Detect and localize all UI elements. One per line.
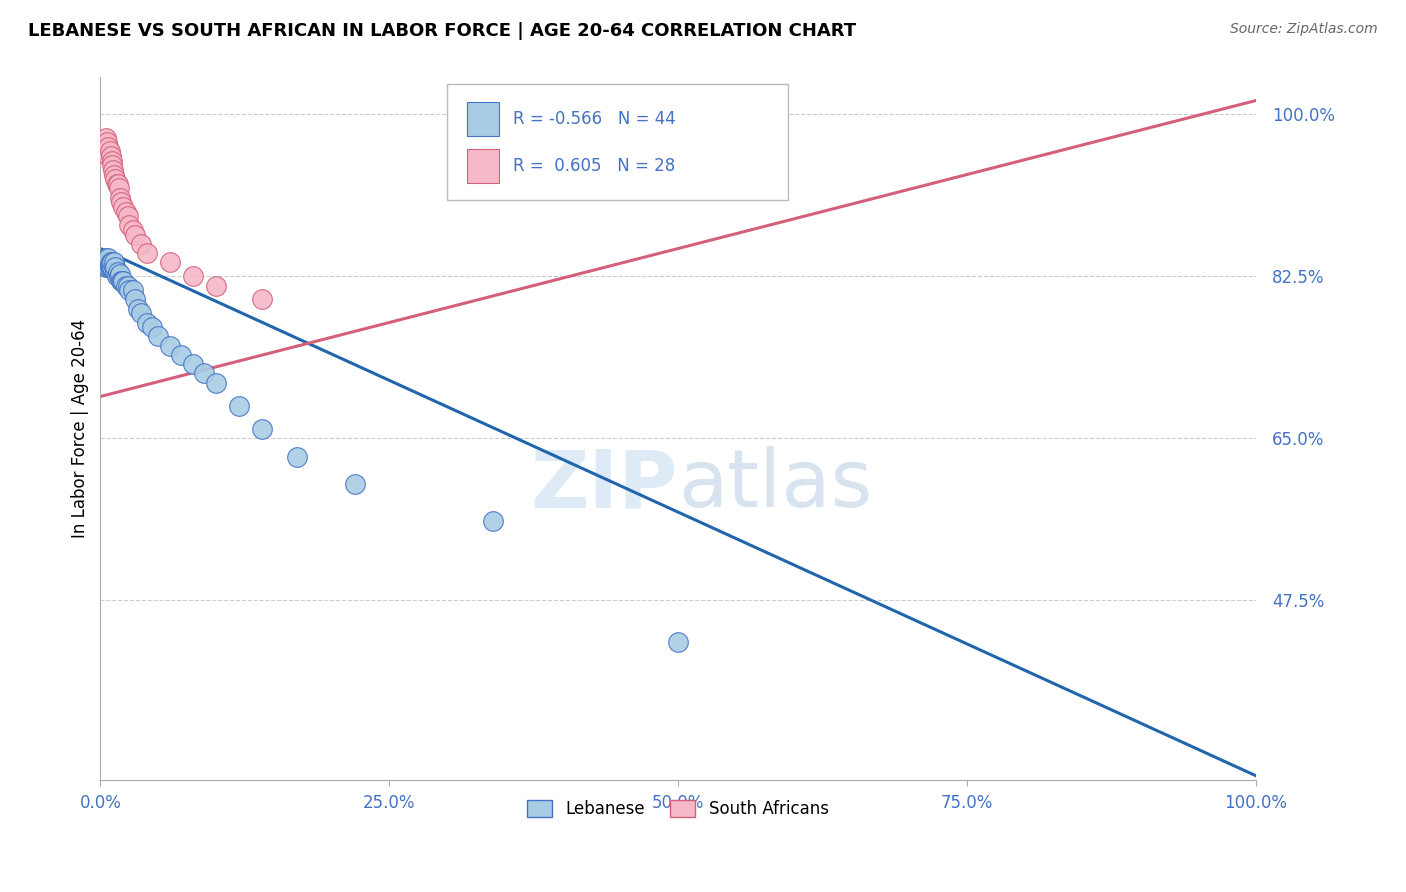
Point bbox=[118, 219, 141, 233]
Y-axis label: In Labor Force | Age 20-64: In Labor Force | Age 20-64 bbox=[72, 319, 89, 539]
Text: atlas: atlas bbox=[678, 446, 873, 524]
Point bbox=[135, 316, 157, 330]
Point bbox=[129, 306, 152, 320]
Point bbox=[104, 172, 127, 186]
Text: ZIP: ZIP bbox=[531, 446, 678, 524]
Point bbox=[181, 357, 204, 371]
Point bbox=[124, 227, 146, 242]
Point bbox=[124, 293, 146, 307]
Point bbox=[94, 251, 117, 265]
Point bbox=[97, 251, 120, 265]
Point bbox=[101, 153, 124, 168]
Point bbox=[101, 255, 124, 269]
Point bbox=[181, 269, 204, 284]
Point bbox=[97, 140, 120, 154]
Point bbox=[159, 255, 181, 269]
Point bbox=[121, 223, 143, 237]
Point bbox=[127, 301, 149, 316]
Point bbox=[121, 283, 143, 297]
Point bbox=[250, 293, 273, 307]
Point bbox=[666, 634, 689, 648]
Point bbox=[107, 265, 129, 279]
Point bbox=[96, 135, 118, 149]
Legend: Lebanese, South Africans: Lebanese, South Africans bbox=[520, 793, 835, 825]
Text: LEBANESE VS SOUTH AFRICAN IN LABOR FORCE | AGE 20-64 CORRELATION CHART: LEBANESE VS SOUTH AFRICAN IN LABOR FORCE… bbox=[28, 22, 856, 40]
Point bbox=[105, 177, 128, 191]
Point bbox=[170, 348, 193, 362]
Point bbox=[111, 274, 134, 288]
Point bbox=[101, 158, 124, 172]
Point bbox=[94, 130, 117, 145]
Point bbox=[100, 255, 122, 269]
Point bbox=[105, 269, 128, 284]
Point bbox=[114, 278, 136, 293]
Point bbox=[103, 255, 125, 269]
Point bbox=[112, 200, 135, 214]
Point bbox=[97, 149, 120, 163]
Point bbox=[141, 320, 163, 334]
Point bbox=[343, 477, 366, 491]
Text: R = -0.566   N = 44: R = -0.566 N = 44 bbox=[513, 110, 676, 128]
Point bbox=[100, 260, 122, 274]
Point bbox=[159, 338, 181, 352]
Text: Source: ZipAtlas.com: Source: ZipAtlas.com bbox=[1230, 22, 1378, 37]
Point bbox=[482, 514, 505, 528]
Text: R =  0.605   N = 28: R = 0.605 N = 28 bbox=[513, 157, 675, 175]
Point bbox=[100, 149, 122, 163]
Point bbox=[108, 269, 131, 284]
Point bbox=[250, 422, 273, 436]
Point bbox=[107, 177, 129, 191]
FancyBboxPatch shape bbox=[467, 149, 499, 183]
Point bbox=[110, 195, 132, 210]
Point bbox=[193, 367, 215, 381]
Point bbox=[94, 260, 117, 274]
Point bbox=[98, 260, 121, 274]
Point bbox=[97, 260, 120, 274]
Point bbox=[97, 255, 120, 269]
Point bbox=[98, 145, 121, 159]
Point bbox=[117, 278, 139, 293]
Point bbox=[108, 181, 131, 195]
Point bbox=[104, 265, 127, 279]
Point bbox=[129, 236, 152, 251]
Point bbox=[117, 209, 139, 223]
Point bbox=[101, 162, 124, 177]
Point bbox=[114, 204, 136, 219]
Point bbox=[285, 450, 308, 464]
FancyBboxPatch shape bbox=[447, 85, 787, 201]
Point bbox=[228, 399, 250, 413]
Point bbox=[135, 246, 157, 260]
Point bbox=[103, 260, 125, 274]
Point bbox=[110, 274, 132, 288]
Point bbox=[146, 329, 169, 343]
Point bbox=[103, 168, 125, 182]
Point bbox=[108, 267, 131, 281]
Point bbox=[118, 283, 141, 297]
Point bbox=[108, 191, 131, 205]
Point bbox=[98, 257, 121, 271]
Point bbox=[94, 255, 117, 269]
Point bbox=[205, 278, 228, 293]
Point bbox=[205, 376, 228, 390]
Point bbox=[101, 260, 124, 274]
Point bbox=[104, 260, 127, 274]
FancyBboxPatch shape bbox=[467, 102, 499, 136]
Point bbox=[112, 274, 135, 288]
